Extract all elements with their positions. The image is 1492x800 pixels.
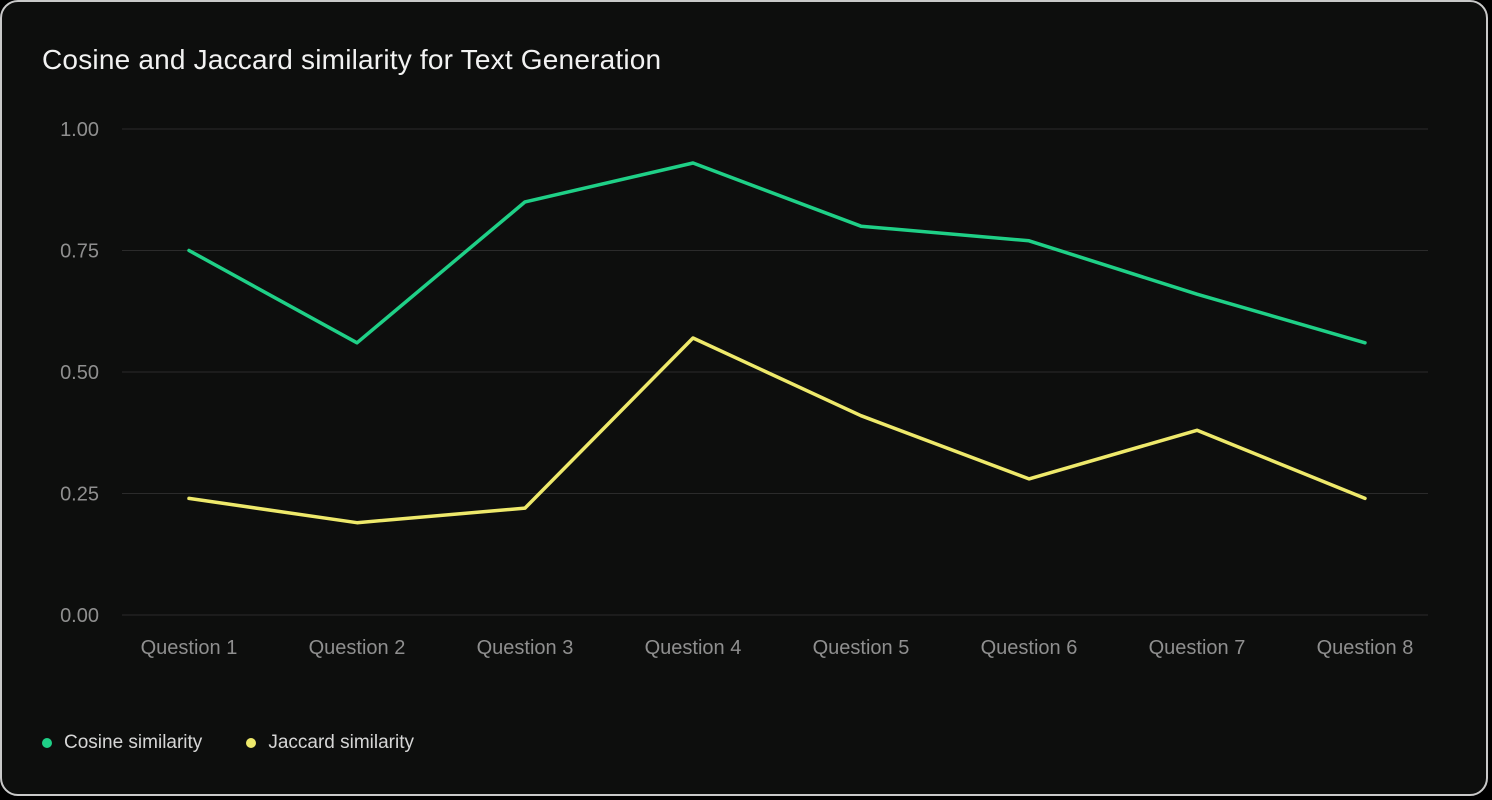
y-axis-tick-label: 0.00 [60, 605, 99, 627]
chart-legend: Cosine similarity Jaccard similarity [42, 732, 414, 754]
series-line-jaccard-similarity [187, 336, 1367, 525]
x-axis-tick-label: Question 8 [1317, 637, 1414, 659]
legend-label-cosine-similarity: Cosine similarity [64, 732, 203, 753]
legend-label-jaccard-similarity: Jaccard similarity [268, 732, 415, 753]
x-axis-tick-label: Question 2 [309, 637, 406, 659]
x-axis-tick-label: Question 3 [477, 637, 574, 659]
x-axis-tick-label: Question 1 [141, 637, 238, 659]
legend-item-cosine-similarity[interactable]: Cosine similarity [42, 732, 202, 754]
x-axis-tick-label: Question 6 [981, 637, 1078, 659]
y-axis-tick-label: 1.00 [60, 119, 99, 141]
x-axis-tick-label: Question 5 [813, 637, 910, 659]
y-axis-tick-label: 0.75 [60, 241, 99, 263]
y-axis-tick-label: 0.25 [60, 484, 99, 506]
x-axis-tick-label: Question 7 [1149, 637, 1246, 659]
legend-dot-cosine-icon [42, 738, 52, 748]
series-line-cosine-similarity [187, 161, 1367, 345]
chart-title: Cosine and Jaccard similarity for Text G… [42, 44, 662, 75]
y-axis-tick-label: 0.50 [60, 362, 99, 384]
x-axis-tick-label: Question 4 [645, 637, 742, 659]
legend-dot-jaccard-icon [246, 738, 257, 748]
legend-item-jaccard-similarity[interactable]: Jaccard similarity [246, 732, 414, 754]
